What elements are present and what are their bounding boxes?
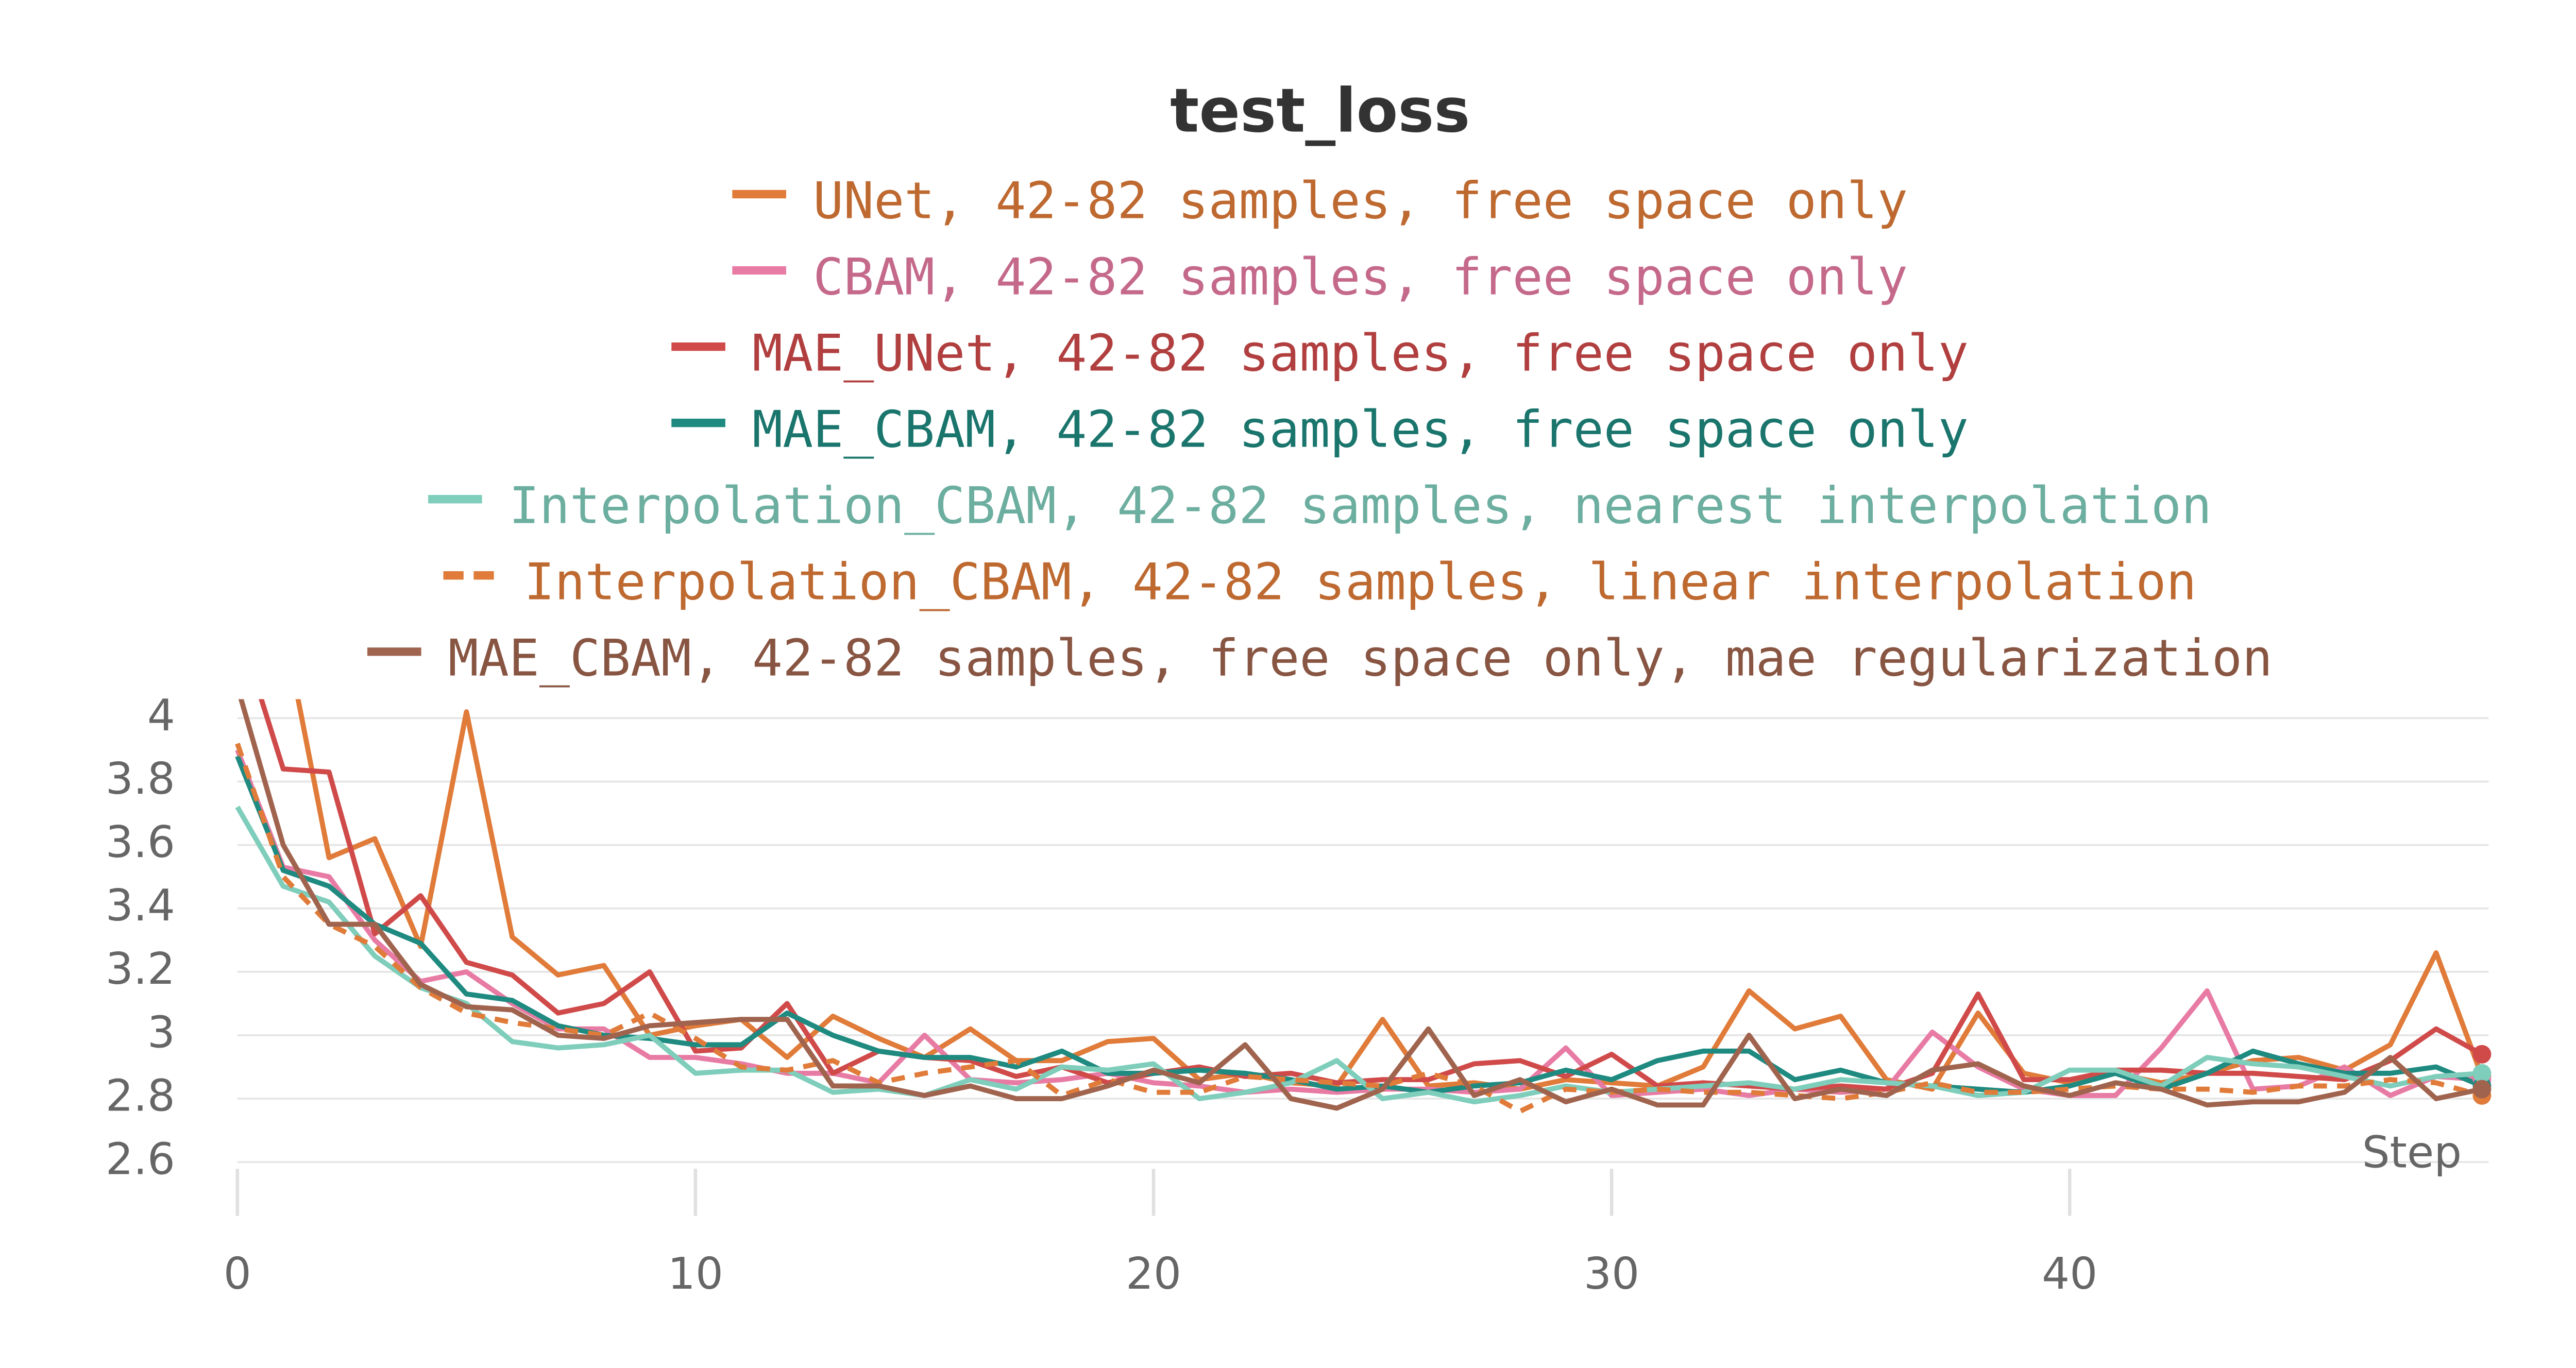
legend-label: MAE_CBAM, 42-82 samples, free space only xyxy=(752,401,1969,459)
legend-label: MAE_CBAM, 42-82 samples, free space only… xyxy=(448,629,2273,688)
plot-area xyxy=(235,699,2485,1114)
grid xyxy=(235,717,2489,1216)
x-tick-label: 0 xyxy=(224,1249,251,1299)
y-tick-label: 2.8 xyxy=(106,1070,175,1121)
series-line xyxy=(259,699,2483,1092)
x-tick-label: 30 xyxy=(1584,1249,1639,1299)
y-tick-label: 4 xyxy=(147,690,175,741)
y-tick-label: 3.4 xyxy=(106,880,175,931)
legend-label: CBAM, 42-82 samples, free space only xyxy=(813,248,1908,306)
series-line xyxy=(235,755,2483,1095)
series-end-dot xyxy=(2472,1045,2492,1064)
legend-label: MAE_UNet, 42-82 samples, free space only xyxy=(752,324,1969,383)
y-tick-label: 3 xyxy=(147,1007,175,1058)
y-tick-label: 2.6 xyxy=(106,1134,175,1185)
series-line xyxy=(235,806,2482,1105)
series-end-dot xyxy=(2472,1080,2492,1099)
y-tick-label: 3.2 xyxy=(106,944,175,995)
legend-label: UNet, 42-82 samples, free space only xyxy=(813,172,1908,230)
series-line xyxy=(235,749,2482,1098)
series-end-dot xyxy=(2472,1064,2492,1083)
legend-label: Interpolation_CBAM, 42-82 samples, linea… xyxy=(524,553,2196,612)
x-tick-label: 20 xyxy=(1126,1249,1181,1299)
x-tick-label: 10 xyxy=(668,1249,723,1299)
legend-label: Interpolation_CBAM, 42-82 samples, neare… xyxy=(509,477,2212,536)
x-tick-label: 40 xyxy=(2042,1249,2097,1299)
chart-title: test_loss xyxy=(1170,76,1470,146)
x-axis-label: Step xyxy=(2362,1127,2462,1178)
series-line xyxy=(238,699,2483,1111)
y-tick-label: 3.8 xyxy=(106,754,175,805)
y-tick-label: 3.6 xyxy=(106,817,175,868)
